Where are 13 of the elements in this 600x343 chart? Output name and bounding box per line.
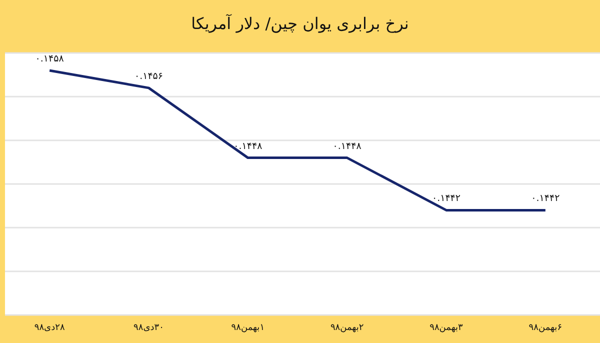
data-label: ۰.۱۴۵۶ [134,70,164,82]
x-tick-label: ۳بهمن۹۸ [430,323,464,333]
x-tick-label: ۱بهمن۹۸ [231,323,265,333]
x-tick-label: ۳۰دی۹۸ [134,323,164,333]
x-tick-label: ۶بهمن۹۸ [528,323,562,333]
x-tick-label: ۲بهمن۹۸ [330,323,364,333]
chart-title: نرخ برابری یوان چین/ دلار آمریکا [191,13,409,33]
x-tick-label: ۲۸دی۹۸ [34,323,65,333]
data-label: ۰.۱۴۴۲ [432,193,461,204]
data-label: ۰.۱۴۵۸ [35,53,64,64]
data-label: ۰.۱۴۴۸ [234,140,262,152]
data-label: ۰.۱۴۴۲ [531,193,560,204]
data-label: ۰.۱۴۴۸ [332,140,362,152]
